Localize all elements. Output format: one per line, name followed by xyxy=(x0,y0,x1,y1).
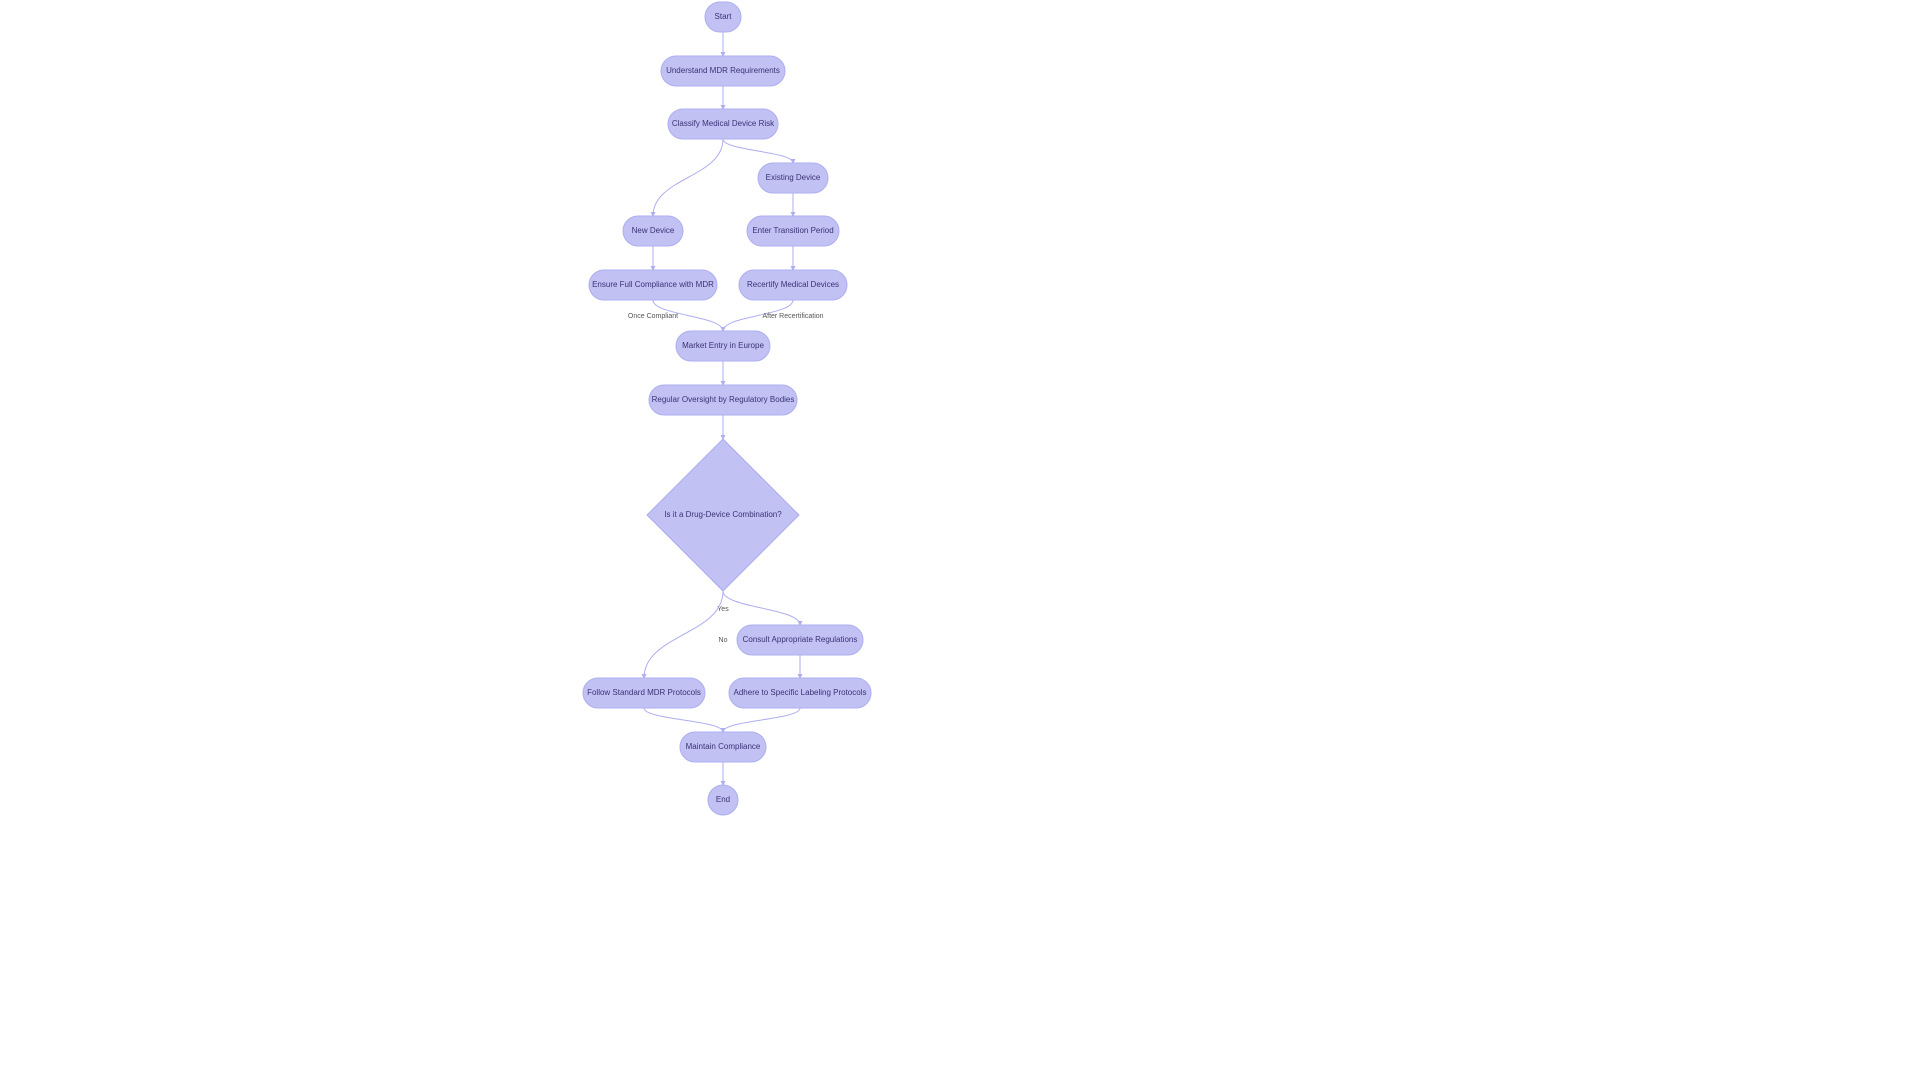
node-newdev: New Device xyxy=(623,216,683,246)
node-label-recertify: Recertify Medical Devices xyxy=(747,280,839,289)
node-label-classify: Classify Medical Device Risk xyxy=(672,119,775,128)
node-label-market: Market Entry in Europe xyxy=(682,341,764,350)
flowchart-canvas: Once CompliantAfter RecertificationYesNo… xyxy=(0,0,1920,1080)
node-label-ensure: Ensure Full Compliance with MDR xyxy=(592,280,714,289)
node-oversight: Regular Oversight by Regulatory Bodies xyxy=(649,385,797,415)
node-label-standard: Follow Standard MDR Protocols xyxy=(587,688,701,697)
node-end: End xyxy=(708,785,738,815)
node-understand: Understand MDR Requirements xyxy=(661,56,785,86)
edge-label-recertify-market: After Recertification xyxy=(762,313,823,320)
edge-standard-maintain xyxy=(644,708,723,732)
node-label-transition: Enter Transition Period xyxy=(752,226,833,235)
edge-classify-newdev xyxy=(653,139,723,216)
edge-labeling-maintain xyxy=(723,708,800,732)
node-standard: Follow Standard MDR Protocols xyxy=(583,678,705,708)
node-label-decision: Is it a Drug-Device Combination? xyxy=(664,510,782,519)
node-labeling: Adhere to Specific Labeling Protocols xyxy=(729,678,871,708)
node-maintain: Maintain Compliance xyxy=(680,732,766,762)
node-label-end: End xyxy=(716,795,730,804)
node-market: Market Entry in Europe xyxy=(676,331,770,361)
node-label-consult: Consult Appropriate Regulations xyxy=(743,635,858,644)
node-recertify: Recertify Medical Devices xyxy=(739,270,847,300)
node-ensure: Ensure Full Compliance with MDR xyxy=(589,270,717,300)
node-label-newdev: New Device xyxy=(632,226,675,235)
node-existing: Existing Device xyxy=(758,163,828,193)
node-label-existing: Existing Device xyxy=(766,173,821,182)
node-consult: Consult Appropriate Regulations xyxy=(737,625,863,655)
edge-decision-standard xyxy=(644,591,723,678)
edge-label-decision-standard: No xyxy=(719,637,728,644)
node-decision: Is it a Drug-Device Combination? xyxy=(647,439,799,591)
node-label-start: Start xyxy=(715,12,733,21)
node-label-labeling: Adhere to Specific Labeling Protocols xyxy=(734,688,867,697)
node-classify: Classify Medical Device Risk xyxy=(668,109,778,139)
node-start: Start xyxy=(705,2,741,32)
node-transition: Enter Transition Period xyxy=(747,216,839,246)
edge-decision-consult xyxy=(723,591,800,625)
edge-classify-existing xyxy=(723,139,793,163)
node-label-understand: Understand MDR Requirements xyxy=(666,66,780,75)
node-label-oversight: Regular Oversight by Regulatory Bodies xyxy=(652,395,795,404)
edge-label-ensure-market: Once Compliant xyxy=(628,313,678,320)
node-label-maintain: Maintain Compliance xyxy=(686,742,761,751)
